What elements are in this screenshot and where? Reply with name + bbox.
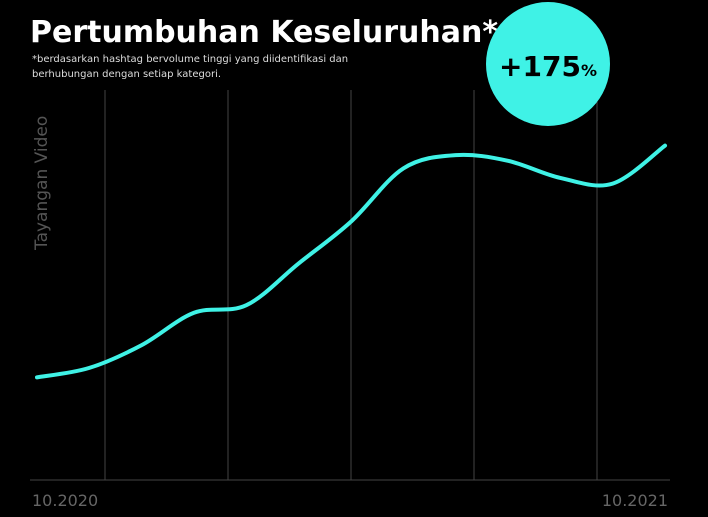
chart-title: Pertumbuhan Keseluruhan* (30, 15, 498, 50)
badge-number: +175 (499, 50, 581, 83)
line (35, 143, 667, 380)
subtitle: *berdasarkan hashtag bervolume tinggi ya… (32, 54, 348, 65)
x-tick-label: 10.2020 (32, 491, 98, 510)
x-tick-label: 10.2021 (602, 491, 668, 510)
subtitle: berhubungan dengan setiap kategori. (32, 69, 221, 80)
y-axis-label: Tayangan Video (32, 116, 52, 251)
badge (486, 2, 610, 126)
badge-unit: % (581, 61, 597, 80)
badge-text: +175% (499, 50, 597, 83)
